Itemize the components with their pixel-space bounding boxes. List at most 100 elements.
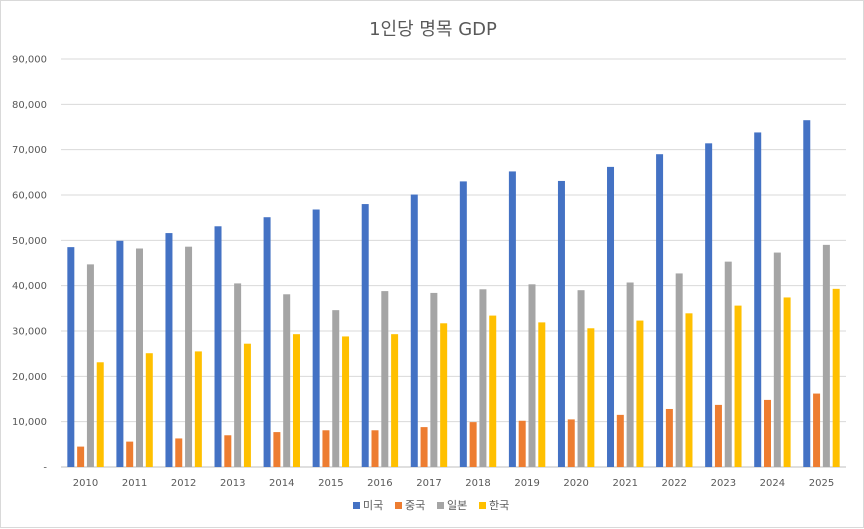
bar-일본-2024 bbox=[773, 252, 781, 467]
bar-한국-2017 bbox=[440, 323, 448, 467]
x-tick-label: 2015 bbox=[318, 478, 343, 489]
bar-미국-2024 bbox=[754, 132, 762, 467]
legend-label: 한국 bbox=[489, 499, 509, 512]
legend-label: 일본 bbox=[447, 498, 467, 512]
y-tick-label: 50,000 bbox=[12, 236, 47, 247]
bar-미국-2015 bbox=[312, 209, 320, 468]
bar-일본-2013 bbox=[234, 283, 242, 467]
y-tick-label: 90,000 bbox=[12, 55, 47, 66]
y-axis-tick-labels: - 10,000 20,000 30,000 40,000 50,000 60,000 70,… bbox=[12, 55, 47, 474]
y-tick-label: 80,000 bbox=[12, 100, 47, 111]
y-tick-label: 20,000 bbox=[12, 372, 47, 383]
bar-중국-2011 bbox=[126, 441, 134, 467]
bar-중국-2018 bbox=[469, 422, 477, 467]
bars bbox=[67, 120, 840, 468]
bar-미국-2014 bbox=[263, 217, 271, 467]
x-tick-label: 2019 bbox=[514, 478, 539, 489]
bar-일본-2018 bbox=[479, 289, 487, 467]
bar-중국-2017 bbox=[420, 427, 428, 467]
bar-미국-2019 bbox=[508, 171, 516, 467]
bar-미국-2012 bbox=[165, 233, 173, 467]
bar-일본-2022 bbox=[675, 273, 683, 467]
y-tick-label: 40,000 bbox=[12, 281, 47, 292]
bar-중국-2014 bbox=[273, 432, 281, 467]
bar-한국-2016 bbox=[391, 334, 399, 467]
bar-미국-2011 bbox=[116, 240, 124, 467]
bar-한국-2015 bbox=[342, 336, 350, 467]
bar-한국-2023 bbox=[734, 305, 742, 467]
x-tick-label: 2024 bbox=[760, 478, 785, 489]
bar-한국-2013 bbox=[243, 343, 251, 467]
chart-title: 1인당 명목 GDP bbox=[369, 19, 497, 40]
bar-중국-2024 bbox=[764, 399, 772, 467]
bar-일본-2010 bbox=[86, 264, 94, 467]
legend-label: 미국 bbox=[363, 499, 383, 512]
bar-중국-2015 bbox=[322, 430, 330, 467]
bar-일본-2011 bbox=[135, 248, 143, 467]
bar-일본-2023 bbox=[724, 261, 732, 467]
bar-미국-2020 bbox=[557, 180, 565, 468]
bar-중국-2020 bbox=[567, 419, 575, 467]
bar-미국-2023 bbox=[705, 143, 713, 467]
bar-중국-2023 bbox=[714, 404, 722, 467]
bar-중국-2010 bbox=[77, 446, 85, 467]
legend-label: 중국 bbox=[405, 499, 425, 512]
bar-중국-2019 bbox=[518, 420, 526, 467]
x-tick-label: 2025 bbox=[809, 478, 834, 489]
bar-중국-2016 bbox=[371, 430, 379, 467]
legend-swatch bbox=[437, 502, 444, 509]
x-tick-label: 2012 bbox=[171, 478, 196, 489]
bar-중국-2022 bbox=[665, 408, 673, 467]
y-tick-label: 10,000 bbox=[12, 417, 47, 428]
y-tick-label: 30,000 bbox=[12, 327, 47, 338]
bar-한국-2012 bbox=[194, 351, 202, 467]
bar-미국-2021 bbox=[607, 166, 615, 468]
bar-한국-2010 bbox=[96, 362, 104, 467]
bar-일본-2017 bbox=[430, 292, 438, 467]
x-tick-label: 2013 bbox=[220, 478, 245, 489]
x-tick-label: 2016 bbox=[367, 478, 392, 489]
bar-미국-2016 bbox=[361, 204, 369, 468]
bar-일본-2012 bbox=[185, 246, 193, 467]
bar-중국-2013 bbox=[224, 435, 232, 467]
x-tick-label: 2011 bbox=[122, 478, 147, 489]
bar-한국-2019 bbox=[538, 322, 546, 467]
bar-한국-2024 bbox=[783, 297, 791, 467]
legend-swatch bbox=[479, 502, 486, 509]
bar-일본-2019 bbox=[528, 284, 536, 467]
bar-미국-2018 bbox=[459, 181, 467, 467]
bar-중국-2025 bbox=[813, 393, 821, 467]
bar-일본-2020 bbox=[577, 290, 585, 467]
x-tick-label: 2017 bbox=[416, 478, 441, 489]
bar-한국-2018 bbox=[489, 315, 497, 467]
x-axis-tick-labels: 2010 2011 2012 2013 2014 2015 2016 2017 2018 2019… bbox=[73, 478, 834, 489]
bar-미국-2010 bbox=[67, 247, 75, 467]
x-tick-label: 2010 bbox=[73, 478, 98, 489]
x-tick-label: 2022 bbox=[662, 478, 687, 489]
x-tick-label: 2020 bbox=[563, 478, 588, 489]
bar-일본-2016 bbox=[381, 291, 389, 467]
bar-일본-2021 bbox=[626, 282, 634, 467]
legend-swatch bbox=[353, 502, 360, 509]
x-tick-label: 2018 bbox=[465, 478, 490, 489]
bar-한국-2014 bbox=[292, 334, 300, 467]
bar-미국-2013 bbox=[214, 226, 222, 467]
bar-미국-2025 bbox=[803, 120, 811, 467]
bar-한국-2022 bbox=[685, 313, 693, 467]
legend-swatch bbox=[395, 502, 402, 509]
y-tick-label: 60,000 bbox=[12, 191, 47, 202]
bar-일본-2015 bbox=[332, 310, 340, 467]
bar-한국-2020 bbox=[587, 328, 595, 467]
bar-미국-2022 bbox=[656, 154, 664, 467]
bar-일본-2014 bbox=[283, 294, 291, 467]
x-tick-label: 2023 bbox=[711, 478, 736, 489]
bar-한국-2025 bbox=[832, 288, 840, 467]
legend: 미국 중국 일본 한국 bbox=[353, 498, 509, 512]
x-tick-label: 2014 bbox=[269, 478, 294, 489]
bar-중국-2021 bbox=[616, 414, 624, 467]
bar-중국-2012 bbox=[175, 438, 183, 467]
bar-미국-2017 bbox=[410, 194, 418, 467]
y-tick-label: 70,000 bbox=[12, 145, 47, 156]
